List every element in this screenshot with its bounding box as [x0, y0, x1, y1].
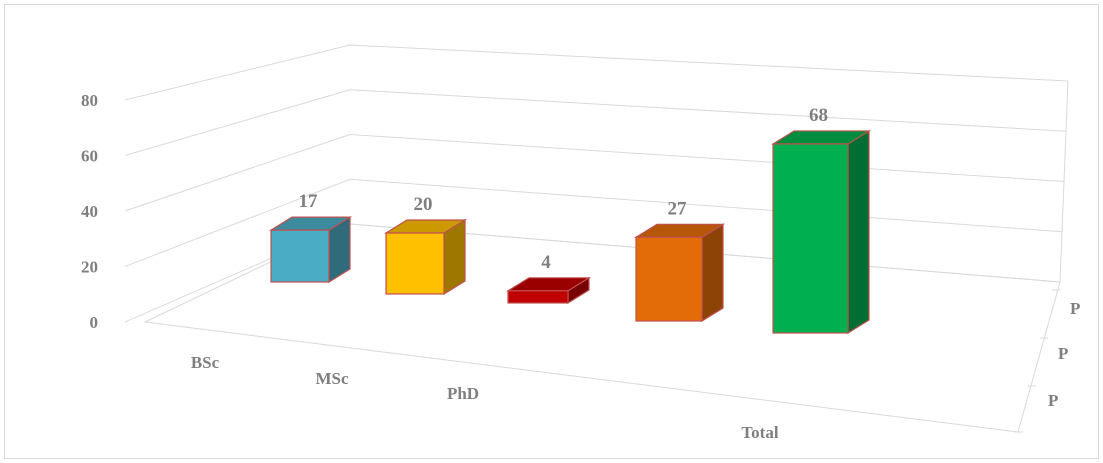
- data-label: 20: [414, 194, 433, 215]
- data-label: 4: [541, 252, 551, 273]
- data-labels: 17 20 4 27 68: [299, 105, 829, 273]
- floor-front-edge: [144, 321, 1019, 433]
- gridline: [124, 178, 1063, 267]
- y-tick-label: 80: [81, 91, 98, 110]
- data-label: 17: [299, 191, 319, 212]
- data-label: 68: [809, 105, 828, 126]
- bars: [268, 129, 872, 335]
- bar-side: [847, 129, 870, 335]
- x-category-label: PhD: [447, 384, 479, 403]
- right-wall-edge: [1017, 80, 1069, 433]
- bar: [772, 143, 849, 334]
- y-tick-label: 20: [81, 258, 98, 277]
- chart-frame: [4, 4, 1099, 459]
- depth-axis-labels: P P P: [1048, 299, 1080, 410]
- depth-label: P: [1070, 299, 1080, 318]
- gridline: [124, 133, 1065, 212]
- data-label: 27: [668, 198, 688, 219]
- x-category-label: Total: [741, 423, 778, 442]
- x-category-label: MSc: [315, 369, 349, 388]
- depth-label: P: [1048, 391, 1058, 410]
- y-tick-label: 40: [81, 202, 98, 221]
- gridline: [124, 44, 1069, 101]
- y-axis-ticks: 0 20 40 60 80: [81, 91, 98, 332]
- gridlines: [124, 44, 1069, 323]
- bar: [385, 232, 445, 295]
- y-tick-label: 0: [90, 313, 99, 332]
- bar: [635, 236, 703, 322]
- bar: [507, 290, 569, 304]
- gridline: [124, 89, 1067, 156]
- x-axis-labels: BSc MSc PhD Total: [191, 353, 779, 442]
- gridline: [124, 223, 1061, 323]
- bar-side: [701, 223, 724, 323]
- bar: [270, 229, 330, 283]
- y-tick-label: 60: [81, 147, 98, 166]
- depth-label: P: [1058, 344, 1068, 363]
- x-category-label: BSc: [191, 353, 220, 372]
